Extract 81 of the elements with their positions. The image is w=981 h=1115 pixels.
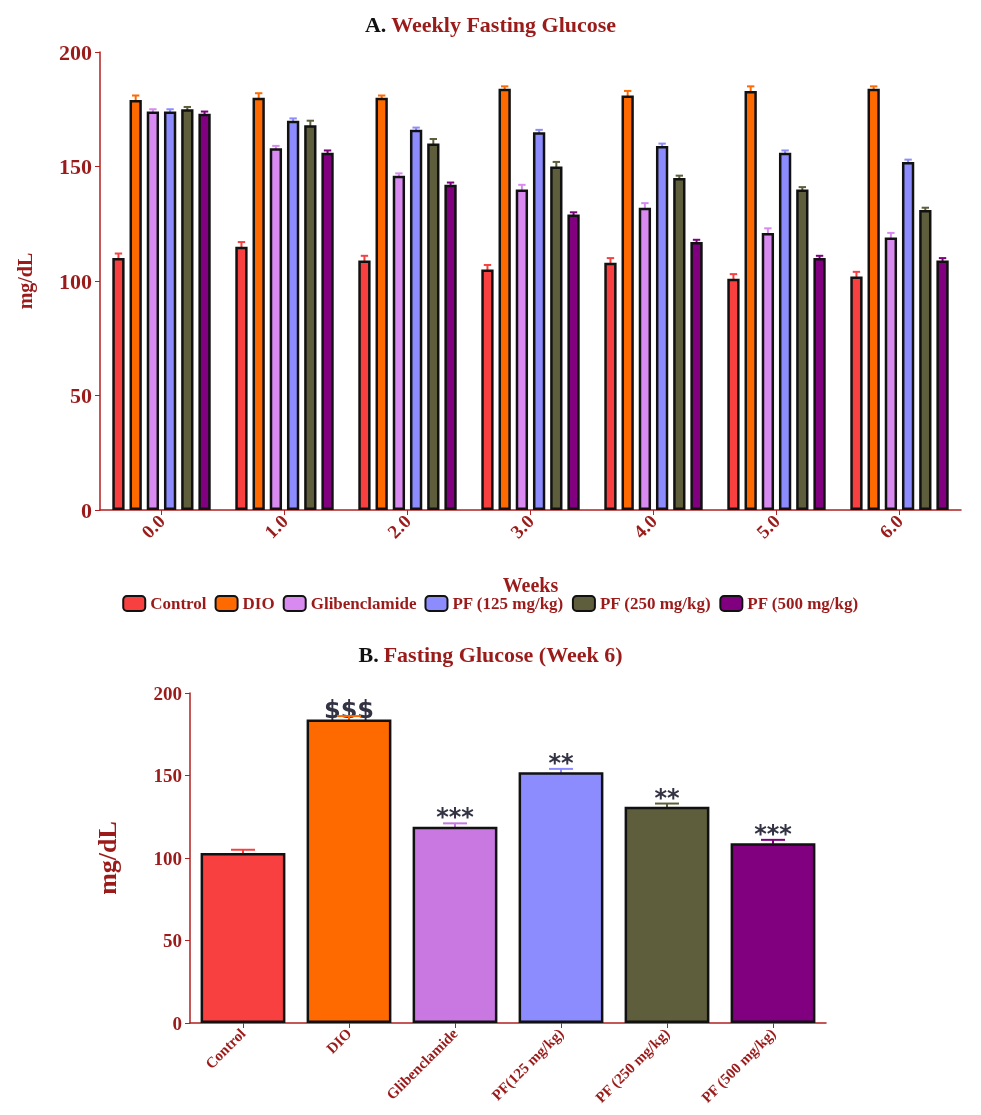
x-tick-label: 1.0 bbox=[260, 510, 292, 543]
bar bbox=[744, 90, 757, 510]
bar bbox=[306, 719, 392, 1023]
bar bbox=[427, 143, 440, 510]
annotation: ** bbox=[654, 783, 680, 812]
bar bbox=[850, 276, 863, 510]
bar bbox=[515, 189, 529, 510]
bar bbox=[358, 260, 371, 510]
bar bbox=[638, 207, 652, 510]
y-tick-label: 50 bbox=[163, 930, 182, 951]
bar bbox=[375, 97, 388, 510]
y-tick-label: 100 bbox=[153, 847, 182, 869]
bar bbox=[919, 210, 932, 510]
bar bbox=[550, 166, 563, 510]
bar bbox=[129, 100, 142, 510]
legend-label: Glibenclamide bbox=[310, 594, 417, 613]
y-tick-label: 100 bbox=[59, 268, 92, 294]
bar bbox=[867, 88, 880, 510]
y-tick-label: 50 bbox=[70, 383, 92, 408]
bar bbox=[761, 232, 775, 510]
legend-label: Control bbox=[150, 594, 207, 613]
bar bbox=[200, 853, 286, 1023]
y-axis-title: mg/dL bbox=[92, 821, 122, 895]
chart-title: A. Weekly Fasting Glucose bbox=[364, 11, 617, 37]
bar bbox=[518, 772, 604, 1023]
bar bbox=[884, 237, 898, 510]
y-tick-label: 150 bbox=[59, 154, 92, 179]
bar bbox=[936, 260, 949, 510]
bar bbox=[269, 148, 283, 510]
bar bbox=[498, 88, 511, 510]
bar bbox=[604, 262, 617, 510]
bar bbox=[412, 826, 498, 1023]
x-tick-label: 3.0 bbox=[506, 510, 538, 543]
bar bbox=[163, 111, 177, 510]
x-axis-title: Weeks bbox=[502, 574, 559, 596]
annotation: ** bbox=[548, 748, 574, 777]
bar bbox=[796, 189, 809, 510]
y-tick-label: 0 bbox=[81, 497, 92, 523]
bar bbox=[321, 152, 334, 510]
bar bbox=[444, 184, 457, 510]
annotation: *** bbox=[436, 803, 475, 832]
bar bbox=[112, 258, 125, 510]
bar bbox=[813, 258, 826, 510]
bar bbox=[481, 269, 494, 510]
bar bbox=[304, 125, 317, 510]
y-tick-label: 150 bbox=[153, 765, 182, 786]
bar bbox=[235, 246, 248, 510]
bar bbox=[532, 132, 546, 510]
x-tick-label: 5.0 bbox=[752, 510, 784, 543]
bar bbox=[181, 109, 194, 510]
bar bbox=[901, 161, 915, 510]
y-tick-label: 200 bbox=[59, 39, 92, 65]
bar bbox=[690, 242, 703, 510]
bar bbox=[673, 177, 686, 510]
bar bbox=[624, 806, 710, 1023]
bar bbox=[198, 113, 211, 510]
bar bbox=[727, 278, 740, 510]
bar bbox=[778, 152, 792, 510]
legend-label: PF (500 mg/kg) bbox=[747, 594, 859, 613]
x-tick-label: 6.0 bbox=[875, 510, 907, 543]
legend-label: PF (250 mg/kg) bbox=[599, 594, 711, 613]
chart-title: B. Fasting Glucose (Week 6) bbox=[358, 641, 623, 667]
bar bbox=[409, 129, 423, 510]
bar bbox=[252, 97, 265, 510]
bar bbox=[730, 843, 816, 1023]
bar bbox=[621, 95, 634, 510]
bar bbox=[567, 214, 580, 510]
legend-label: DIO bbox=[242, 594, 275, 613]
legend-label: PF (125 mg/kg) bbox=[452, 594, 564, 613]
bar bbox=[392, 175, 406, 510]
x-tick-label: 0.0 bbox=[137, 510, 169, 543]
annotation: *** bbox=[754, 819, 793, 848]
bar bbox=[286, 120, 300, 510]
y-tick-label: 0 bbox=[172, 1012, 182, 1034]
x-tick-label: 2.0 bbox=[383, 510, 415, 543]
y-tick-label: 200 bbox=[153, 682, 182, 704]
bar bbox=[655, 145, 669, 510]
x-tick-label: 4.0 bbox=[629, 510, 661, 543]
x-tick-label: DIO bbox=[323, 1025, 355, 1057]
bar bbox=[146, 111, 160, 510]
y-axis-title: mg/dL bbox=[14, 252, 37, 310]
